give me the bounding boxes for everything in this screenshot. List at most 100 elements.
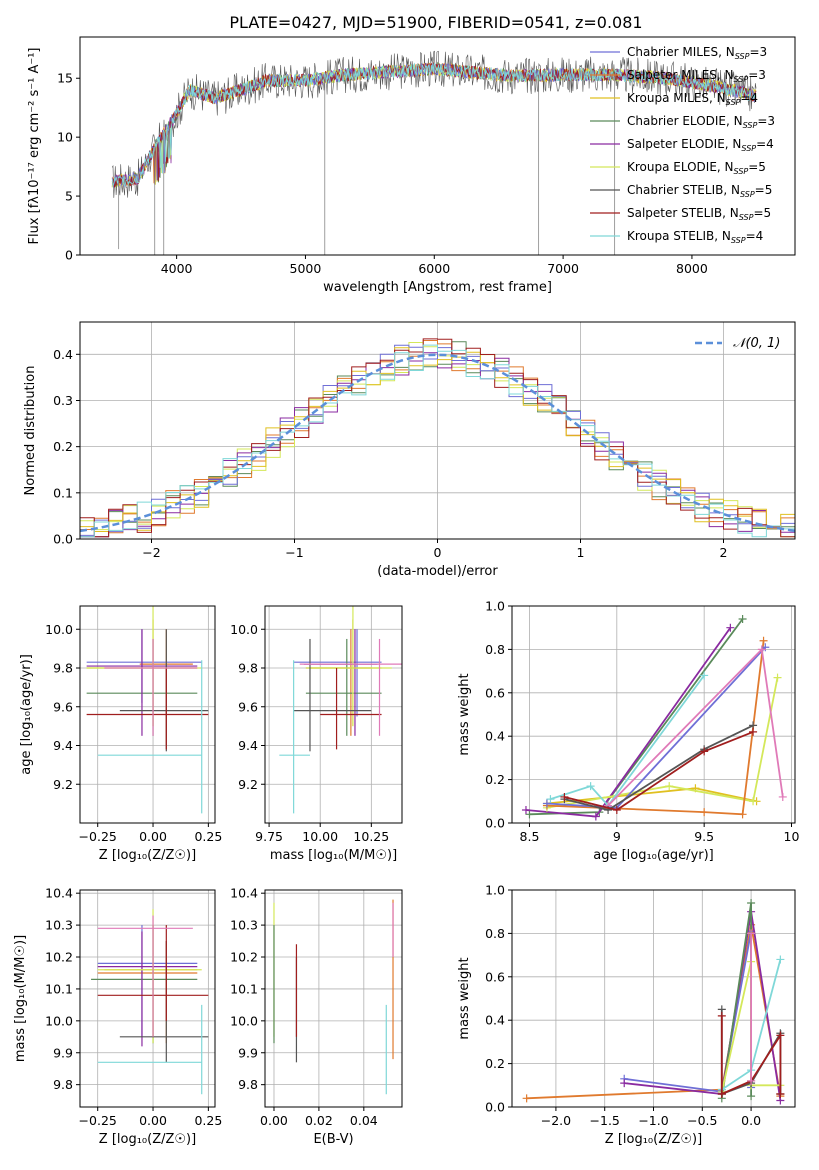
x-tick-label: 7000 <box>547 261 579 276</box>
y-tick-label: 0.2 <box>485 1056 505 1071</box>
x-tick-label: 9 <box>613 829 621 844</box>
spectrum-line-kroupa-stelib <box>111 62 757 187</box>
plot-area <box>111 50 757 255</box>
y-tick-label: 10.4 <box>230 886 258 901</box>
x-tick-label: 2 <box>720 545 728 560</box>
y-tick-label: 10.0 <box>230 1013 258 1028</box>
y-tick-label: 0.4 <box>485 1013 505 1028</box>
weight-marker <box>560 792 569 801</box>
legend-entry: Chabrier MILES, NSSP=3 <box>627 45 767 61</box>
y-tick-label: 10 <box>57 130 73 145</box>
axes-frame <box>264 605 403 824</box>
x-axis-label: Z [log₁₀(Z/Z☉)] <box>99 1132 196 1147</box>
axes-frame <box>79 605 216 824</box>
x-tick-label: 9.75 <box>255 829 283 844</box>
x-tick-label: 6000 <box>418 261 450 276</box>
x-tick-label: 0.04 <box>350 1113 378 1128</box>
weight-line <box>529 618 744 816</box>
axes-frame <box>264 889 403 1108</box>
x-tick-label: −1.0 <box>638 1113 668 1128</box>
histogram-step <box>80 344 795 538</box>
x-tick-label: −2 <box>142 545 160 560</box>
mass-vs-metallicity-panel: −0.25 0.00 0.25 9.8 9.9 10.0 10.1 10.2 10.3 10.4 Z… <box>13 886 222 1147</box>
weight-marker <box>522 1094 531 1103</box>
weight-marker <box>747 929 756 938</box>
x-tick-label: −0.25 <box>79 1113 117 1128</box>
weight-marker <box>591 812 600 821</box>
weight-marker <box>665 782 674 791</box>
weight-marker <box>620 1079 629 1088</box>
legend-entry-count: =5 <box>748 160 766 174</box>
y-tick-label: 9.2 <box>53 777 73 792</box>
weight-line <box>564 731 754 811</box>
legend-entry: Kroupa STELIB, NSSP=4 <box>627 229 763 245</box>
x-tick-label: 4000 <box>161 261 193 276</box>
weight-marker <box>542 799 551 808</box>
x-tick-label: 0.25 <box>194 1113 222 1128</box>
y-tick-label: 9.4 <box>238 738 258 753</box>
legend-entry-count: =3 <box>749 45 767 59</box>
y-tick-label: 9.8 <box>238 1077 258 1092</box>
x-tick-label: 10.00 <box>302 829 338 844</box>
legend-entry-subscript: SSP <box>741 144 756 153</box>
y-tick-label: 0.8 <box>485 642 505 657</box>
legend-entry-subscript: SSP <box>739 213 754 222</box>
y-tick-label: 9.8 <box>53 1077 73 1092</box>
x-axis-label: Z [log₁₀(Z/Z☉)] <box>99 848 196 863</box>
y-tick-label: 5 <box>65 189 73 204</box>
weight-line <box>564 724 754 811</box>
legend-entry-subscript: SSP <box>734 75 749 84</box>
age-vs-mass-panel: 9.75 10.00 10.25 9.2 9.4 9.6 9.8 10.0 mass [log₁… <box>230 605 403 863</box>
x-axis-label: mass [log₁₀(M/M☉)] <box>270 848 397 863</box>
x-tick-label: 0.25 <box>194 829 222 844</box>
legend-entry-name: Kroupa STELIB, N <box>627 229 731 243</box>
weight-marker <box>700 747 709 756</box>
y-tick-label: 0.4 <box>485 729 505 744</box>
legend-entry: Chabrier STELIB, NSSP=5 <box>627 183 772 199</box>
weight-line <box>525 627 732 818</box>
plot-area <box>279 606 402 814</box>
residual-histogram-panel: −2 −1 0 1 2 0.0 0.1 0.2 0.3 0.4 (data-model)/error… <box>23 321 796 579</box>
y-axis-label: Flux [fλ10⁻¹⁷ erg cm⁻² s⁻¹ A⁻¹] <box>27 48 42 245</box>
legend-entry-count: =4 <box>756 137 774 151</box>
y-tick-label: 10.2 <box>230 950 258 965</box>
weight-marker <box>776 1031 785 1040</box>
weight-line <box>624 931 752 1093</box>
weight-marker <box>776 1089 785 1098</box>
legend-entry-name: Chabrier STELIB, N <box>627 183 740 197</box>
x-tick-label: 0.02 <box>305 1113 333 1128</box>
axes-frame <box>79 321 796 540</box>
legend-entry-subscript: SSP <box>735 52 750 61</box>
legend-entry-name: Kroupa MILES, N <box>627 91 726 105</box>
histogram-step <box>80 338 795 538</box>
weight-marker <box>749 797 758 806</box>
legend-entry: Kroupa MILES, NSSP=4 <box>627 91 758 107</box>
y-tick-label: 9.8 <box>238 661 258 676</box>
y-axis-label: mass weight <box>457 957 472 1039</box>
y-tick-label: 0.1 <box>53 485 73 500</box>
weight-marker <box>521 805 530 814</box>
legend-entry-count: =5 <box>753 206 771 220</box>
x-tick-label: 5000 <box>290 261 322 276</box>
weight-marker <box>700 671 709 680</box>
x-axis-label: E(B-V) <box>313 1132 353 1147</box>
y-tick-label: 0.2 <box>485 772 505 787</box>
y-tick-label: 0.4 <box>53 347 73 362</box>
y-tick-label: 10.0 <box>230 622 258 637</box>
figure-title: PLATE=0427, MJD=51900, FIBERID=0541, z=0… <box>229 13 642 32</box>
y-tick-label: 10.2 <box>45 950 73 965</box>
y-tick-label: 0.0 <box>485 1100 505 1115</box>
y-tick-label: 0.0 <box>53 532 73 547</box>
plot-area <box>91 909 209 1095</box>
x-tick-label: −1 <box>285 545 303 560</box>
x-tick-label: 0.00 <box>260 1113 288 1128</box>
x-tick-label: −0.25 <box>79 829 117 844</box>
plot-area <box>86 606 209 814</box>
y-tick-label: 0.0 <box>485 816 505 831</box>
y-tick-label: 9.6 <box>53 699 73 714</box>
plot-area <box>273 899 394 1095</box>
age-vs-metallicity-panel: −0.25 0.00 0.25 9.2 9.4 9.6 9.8 10.0 Z [log₁₀(Z/… <box>19 605 222 863</box>
y-tick-label: 0.6 <box>485 969 505 984</box>
legend-entry-subscript: SSP <box>731 236 746 245</box>
histogram-step <box>80 340 795 534</box>
